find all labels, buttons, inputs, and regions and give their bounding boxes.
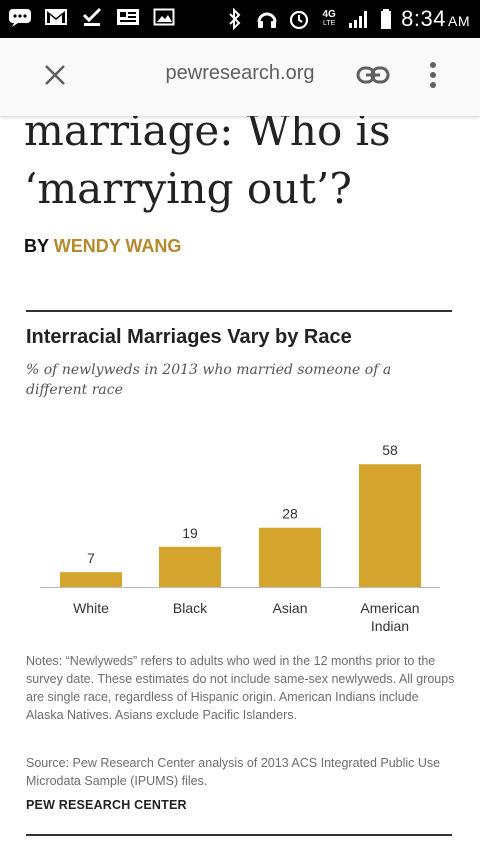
copy-link-button[interactable]	[355, 60, 391, 90]
chart-notes: Notes: “Newlyweds” refers to adults who …	[26, 654, 455, 722]
chart-title: Interracial Marriages Vary by Race	[26, 326, 352, 348]
close-icon	[45, 65, 65, 85]
source-org: PEW RESEARCH CENTER	[26, 798, 187, 812]
more-vert-icon	[430, 62, 436, 68]
close-button[interactable]	[38, 58, 72, 92]
system-icons: 4G LTE 8:34 AM	[223, 6, 470, 32]
category-label: Black	[173, 600, 208, 616]
web-content[interactable]: marriage: Who is ‘marrying out’? BY WEND…	[0, 116, 480, 854]
bar-black	[159, 546, 221, 587]
bar-white	[60, 572, 122, 587]
bar-chart: 7 White 19 Black 28 Asian 58 American Indian	[40, 442, 440, 634]
author-link[interactable]: WENDY WANG	[53, 236, 182, 256]
download-done-icon	[80, 6, 104, 28]
category-label: Asian	[272, 600, 307, 616]
battery-icon	[379, 8, 393, 30]
signal-icon	[347, 8, 371, 30]
divider-top	[26, 310, 452, 312]
custom-tab-toolbar: pewresearch.org	[0, 38, 480, 117]
chart-subtitle: % of newlyweds in 2013 who married someo…	[26, 362, 392, 398]
gmail-icon	[44, 6, 68, 28]
data-label: 19	[182, 525, 198, 541]
article-headline: marriage: Who is ‘marrying out’?	[24, 116, 391, 213]
data-label: 28	[282, 506, 298, 522]
data-label: 58	[382, 442, 398, 458]
status-bar: 4G LTE 8:34 AM	[0, 0, 480, 38]
more-options-button[interactable]	[418, 58, 448, 92]
bluetooth-icon	[223, 8, 247, 30]
network-type-icon: 4G LTE	[322, 9, 336, 28]
category-label: American	[360, 600, 419, 616]
notification-icons	[8, 6, 176, 28]
category-label: Indian	[371, 618, 409, 634]
bar-american-indian	[359, 464, 421, 587]
alarm-icon	[287, 8, 311, 30]
chart-source: Source: Pew Research Center analysis of …	[26, 756, 441, 788]
byline-prefix: BY	[24, 236, 49, 256]
bar-asian	[259, 527, 321, 587]
image-icon	[152, 6, 176, 28]
clock: 8:34 AM	[401, 6, 470, 31]
chat-icon	[8, 6, 32, 28]
link-icon	[356, 66, 390, 84]
url-text[interactable]: pewresearch.org	[165, 62, 315, 84]
data-label: 7	[87, 550, 95, 566]
category-label: White	[73, 600, 109, 616]
headset-icon	[255, 8, 279, 30]
news-icon	[116, 6, 140, 28]
divider-bottom	[26, 834, 452, 836]
byline: BY WENDY WANG	[24, 236, 181, 257]
